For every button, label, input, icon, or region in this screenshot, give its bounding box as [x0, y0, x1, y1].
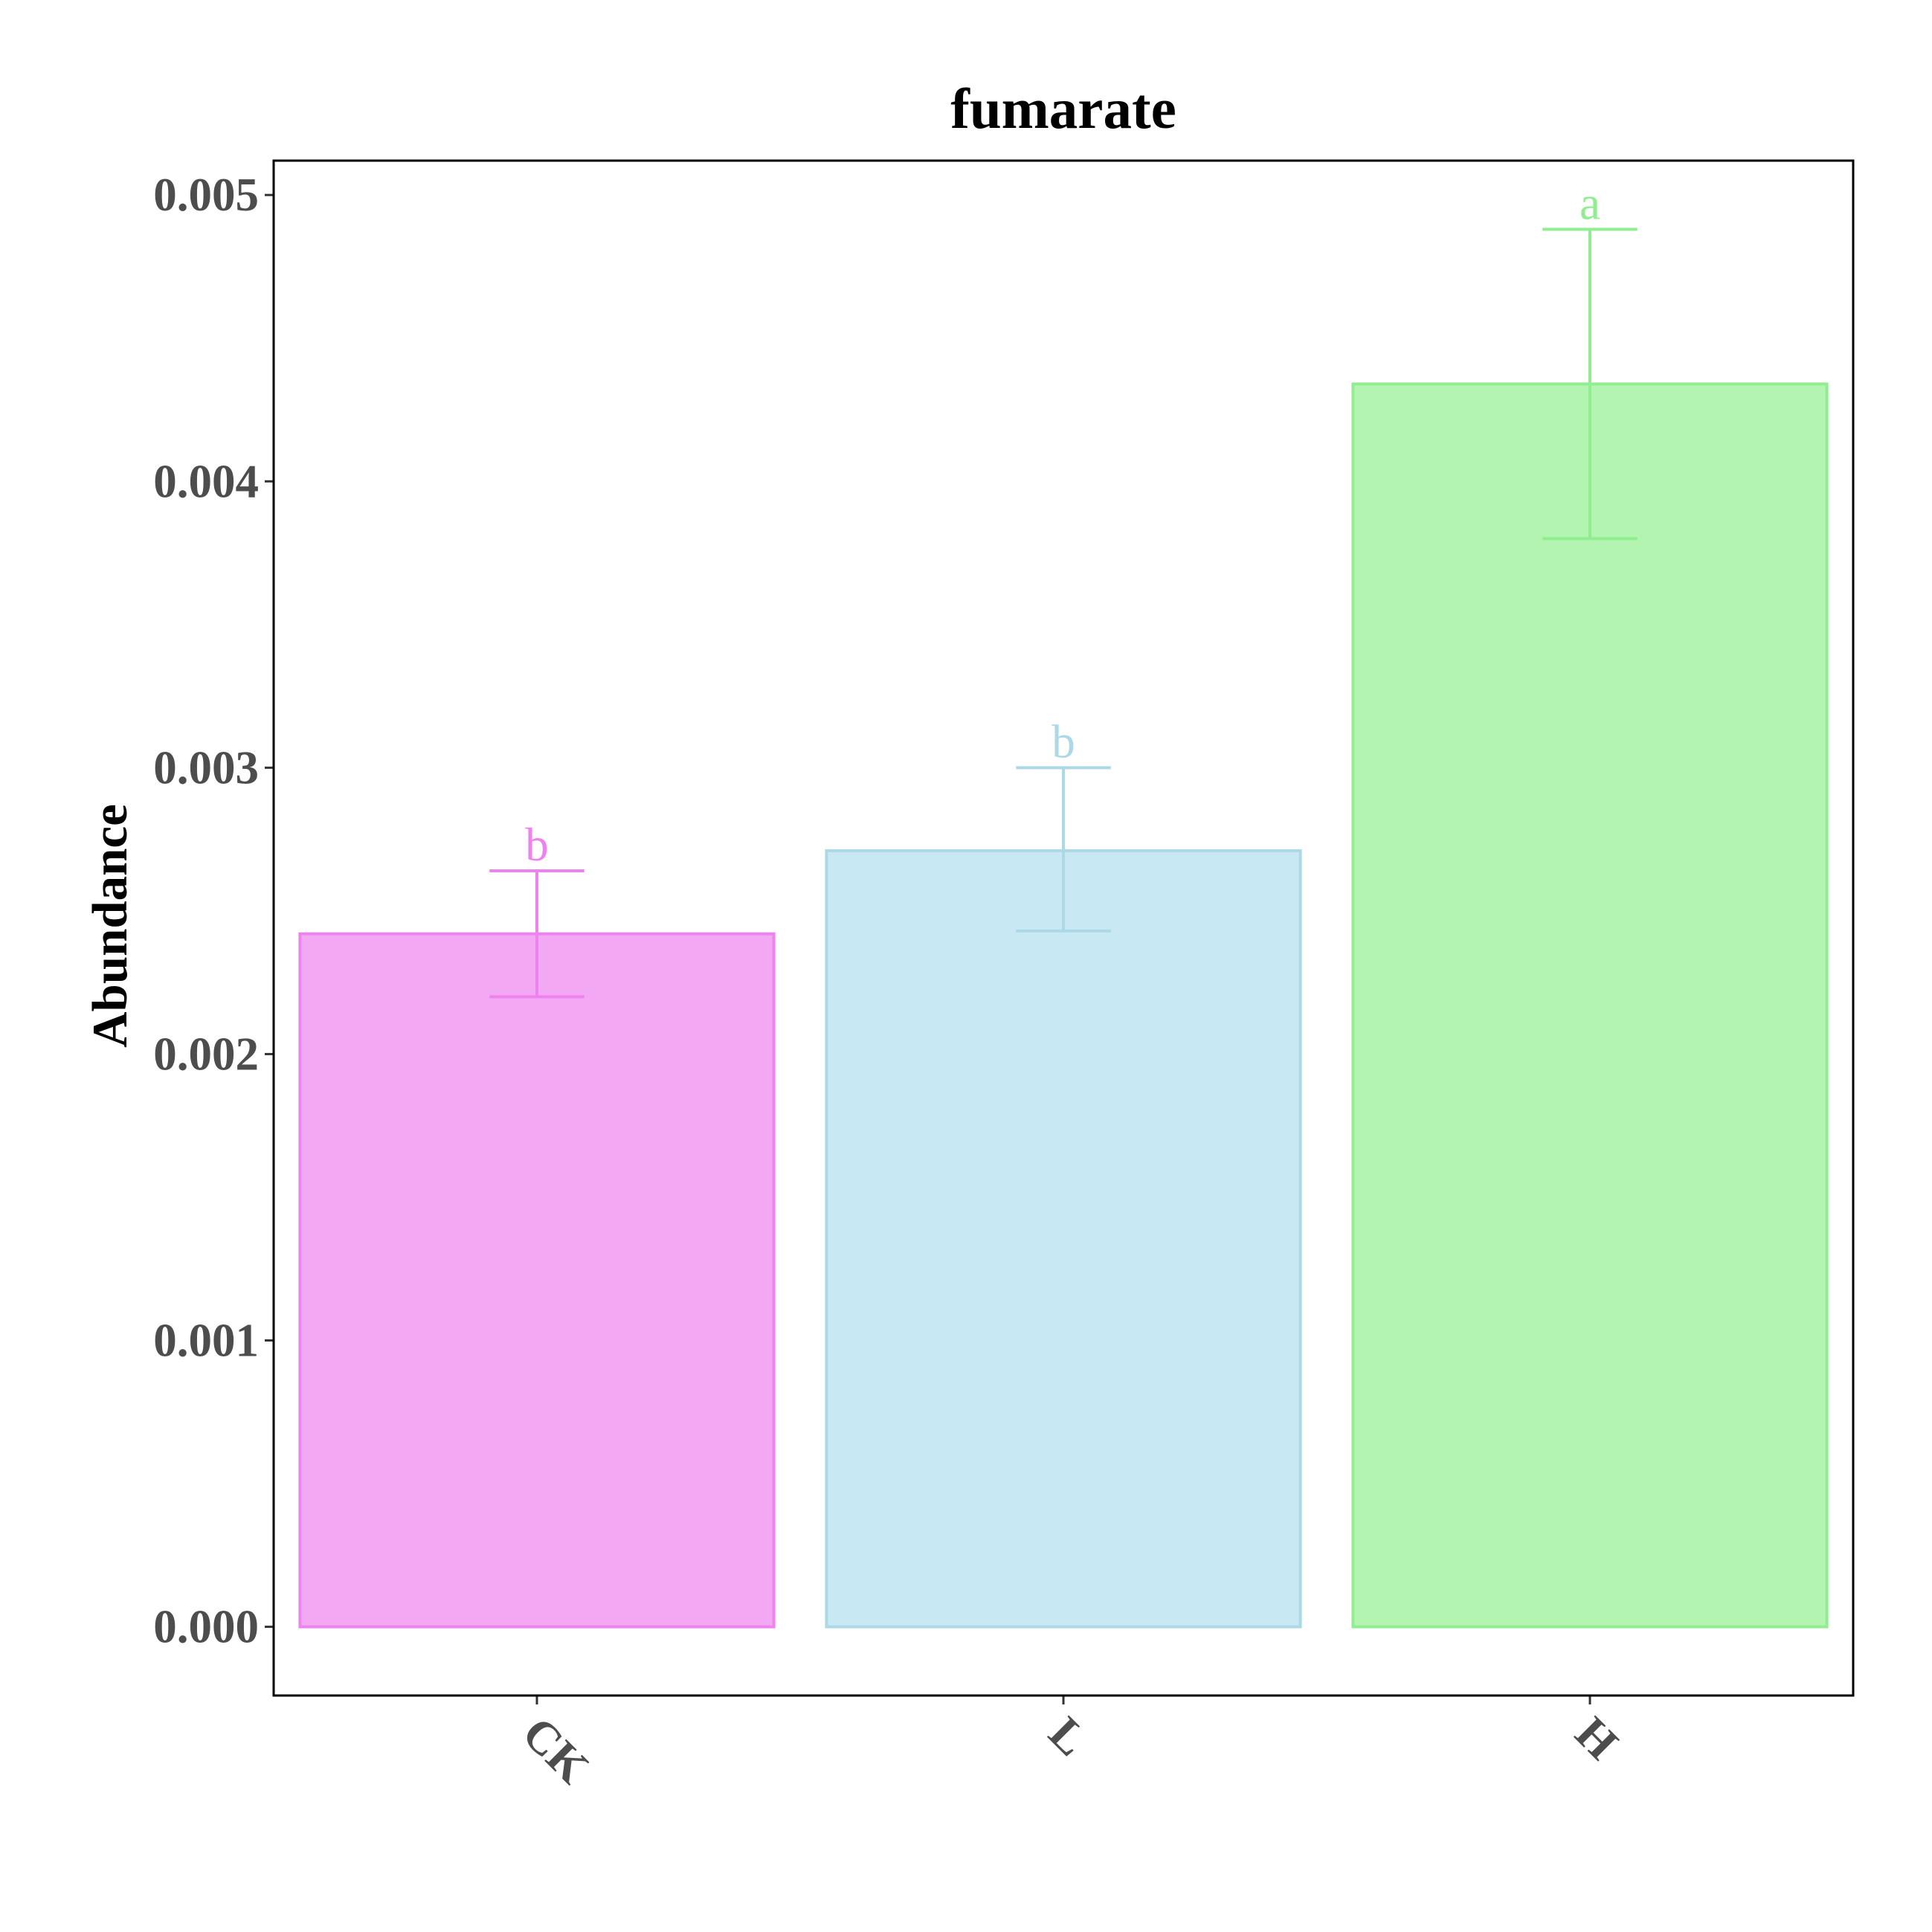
x-tick-label-ck: CK	[512, 1707, 599, 1793]
significance-label-h: a	[1580, 177, 1600, 229]
y-tick-label: 0.000	[153, 1601, 259, 1653]
error-bar-h	[1542, 228, 1638, 541]
x-tick-label-l: L	[1039, 1707, 1098, 1765]
y-tick-label: 0.002	[153, 1028, 259, 1080]
y-tick-label: 0.001	[153, 1315, 259, 1367]
y-tick-label: 0.005	[153, 169, 259, 221]
plot-area: b CK b La H 0.000 0.001 0.002 0.003 0.004 0.005	[153, 169, 1829, 1794]
plot-border	[272, 159, 1855, 1697]
y-axis-label: Abundance	[83, 804, 138, 1048]
y-tick-label: 0.004	[153, 455, 259, 507]
x-tick-label-h: H	[1565, 1707, 1628, 1769]
bar-h	[1351, 382, 1829, 1629]
y-tick-label: 0.003	[153, 741, 259, 793]
bar-l	[825, 849, 1302, 1629]
bar-ck	[298, 932, 776, 1629]
chart-title: fumarate	[950, 77, 1176, 141]
significance-label-ck: b	[525, 819, 549, 871]
error-bar-l	[1016, 766, 1111, 933]
significance-label-l: b	[1052, 715, 1075, 767]
error-bar-ck	[489, 869, 585, 999]
